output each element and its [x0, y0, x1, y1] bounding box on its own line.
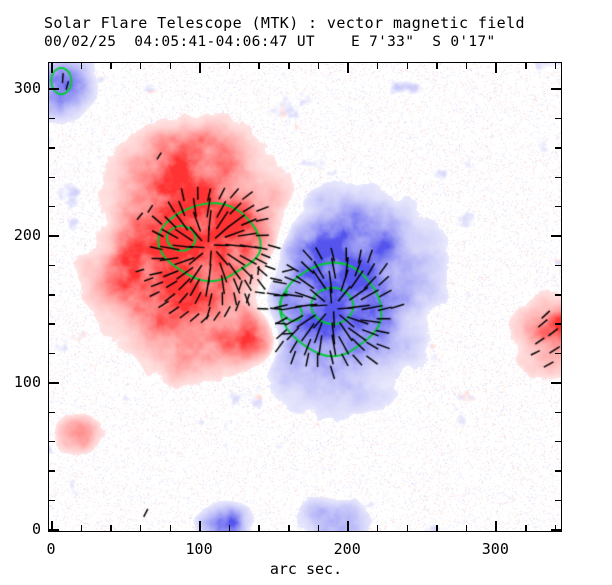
x-tick-120: [228, 525, 231, 532]
x-tick-top-140: [258, 62, 260, 69]
y-tick-240: [48, 176, 55, 179]
x-tick-label-200: 200: [333, 540, 361, 558]
x-tick-top-60: [139, 62, 142, 69]
y-tick-160: [48, 294, 55, 296]
plot-area: [48, 62, 562, 532]
x-tick-top-0: [51, 62, 53, 73]
y-tick-label-100: 100: [13, 373, 41, 392]
y-tick-right-100: [551, 382, 562, 384]
y-tick-140: [48, 323, 55, 325]
y-tick-right-60: [555, 440, 562, 443]
y-tick-0: [48, 529, 59, 531]
y-tick-label-200: 200: [13, 226, 41, 245]
x-tick-320: [525, 525, 527, 532]
y-tick-right-40: [555, 470, 562, 472]
y-tick-80: [48, 411, 55, 414]
y-tick-label-300: 300: [13, 79, 41, 98]
y-tick-200: [48, 235, 59, 237]
x-tick-180: [317, 525, 320, 532]
y-tick-right-0: [551, 529, 562, 531]
x-tick-260: [436, 525, 438, 532]
x-tick-top-220: [376, 62, 379, 69]
x-tick-top-340: [554, 62, 557, 69]
y-tick-right-180: [555, 264, 562, 267]
x-tick-top-260: [436, 62, 438, 69]
x-tick-label-0: 0: [46, 540, 56, 558]
x-tick-20: [80, 525, 83, 532]
magnetogram-image: [48, 62, 562, 532]
x-tick-top-20: [80, 62, 83, 69]
y-tick-label-0: 0: [31, 520, 41, 539]
y-tick-right-20: [555, 499, 562, 502]
y-tick-right-300: [551, 88, 562, 90]
x-tick-160: [288, 525, 290, 532]
y-tick-280: [48, 117, 55, 120]
x-tick-40: [110, 525, 112, 532]
y-tick-right-120: [555, 352, 562, 355]
x-tick-top-120: [228, 62, 231, 69]
y-tick-100: [48, 382, 59, 384]
x-tick-label-300: 300: [481, 540, 509, 558]
x-tick-top-240: [406, 62, 408, 69]
x-tick-label-100: 100: [185, 540, 213, 558]
y-tick-60: [48, 440, 55, 443]
figure-title-line2: 00/02/25 04:05:41-04:06:47 UT E 7'33" S …: [44, 34, 496, 50]
x-tick-240: [406, 525, 408, 532]
x-tick-340: [554, 525, 557, 532]
y-tick-20: [48, 499, 55, 502]
x-tick-100: [199, 521, 201, 532]
y-tick-120: [48, 352, 55, 355]
x-tick-top-320: [525, 62, 527, 69]
x-tick-top-160: [288, 62, 290, 69]
y-tick-right-140: [555, 323, 562, 325]
x-tick-top-180: [317, 62, 320, 69]
figure-title-block: Solar Flare Telescope (MTK) : vector mag…: [44, 14, 584, 52]
x-tick-280: [465, 525, 468, 532]
x-tick-0: [51, 521, 53, 532]
y-tick-180: [48, 264, 55, 267]
y-tick-right-80: [555, 411, 562, 414]
y-tick-300: [48, 88, 59, 90]
figure-title-line1: Solar Flare Telescope (MTK) : vector mag…: [44, 14, 525, 32]
x-tick-220: [376, 525, 379, 532]
x-tick-top-200: [347, 62, 349, 73]
y-axis-title: arc sec.: [0, 269, 4, 343]
x-tick-top-100: [199, 62, 201, 73]
y-tick-260: [48, 147, 55, 149]
x-tick-top-40: [110, 62, 112, 69]
x-tick-top-80: [169, 62, 171, 69]
x-axis-title: arc sec.: [269, 560, 343, 578]
y-tick-right-200: [551, 235, 562, 237]
x-tick-60: [139, 525, 142, 532]
y-tick-right-160: [555, 294, 562, 296]
x-tick-top-300: [495, 62, 497, 73]
y-tick-right-240: [555, 176, 562, 179]
x-tick-200: [347, 521, 349, 532]
x-tick-80: [169, 525, 171, 532]
y-tick-right-220: [555, 205, 562, 208]
y-tick-220: [48, 205, 55, 208]
x-tick-300: [495, 521, 497, 532]
x-tick-140: [258, 525, 260, 532]
y-tick-right-260: [555, 147, 562, 149]
y-tick-40: [48, 470, 55, 472]
x-tick-top-280: [465, 62, 468, 69]
y-tick-right-280: [555, 117, 562, 120]
